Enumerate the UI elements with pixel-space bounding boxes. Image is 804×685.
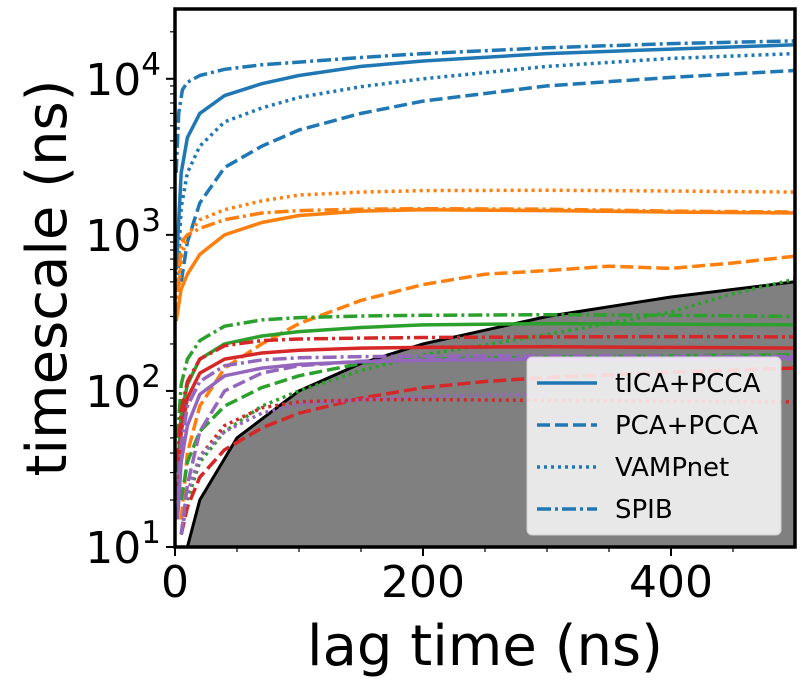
y-tick-exponent: 1 (141, 515, 161, 551)
series-line-12 (175, 312, 795, 439)
legend-label: SPIB (615, 495, 673, 525)
series-line-19 (179, 392, 548, 535)
y-axis-title: timescale (ns) (15, 80, 80, 477)
x-axis-title: lag time (ns) (307, 614, 663, 679)
series-line-4 (175, 39, 795, 173)
legend-box (526, 356, 782, 536)
y-tick-exponent: 2 (141, 359, 161, 395)
series-line-7 (175, 188, 795, 307)
series-group (175, 39, 795, 535)
y-tick-exponent: 3 (141, 203, 161, 239)
series-line-6 (179, 254, 795, 520)
series-line-13 (175, 344, 795, 501)
x-tick-label: 0 (161, 557, 189, 608)
legend-label: PCA+PCCA (615, 411, 758, 441)
plot-frame (173, 7, 797, 549)
legend-label: VAMPnet (615, 453, 729, 483)
series-line-2 (179, 68, 795, 283)
series-line-20 (175, 354, 795, 501)
series-line-1 (175, 43, 795, 270)
legend: tICA+PCCA PCA+PCCA VAMPnet SPIB (526, 356, 782, 536)
series-line-16 (175, 334, 795, 463)
legend-label: tICA+PCCA (615, 369, 761, 399)
series-line-8 (175, 206, 795, 317)
x-tick-label: 400 (629, 557, 713, 608)
series-line-3 (175, 51, 795, 282)
series-line-11 (179, 277, 795, 535)
x-tick-label: 200 (381, 557, 465, 608)
y-tick-exponent: 4 (141, 47, 161, 83)
series-line-9 (175, 321, 795, 473)
y-tick-label: 104 (85, 47, 161, 106)
